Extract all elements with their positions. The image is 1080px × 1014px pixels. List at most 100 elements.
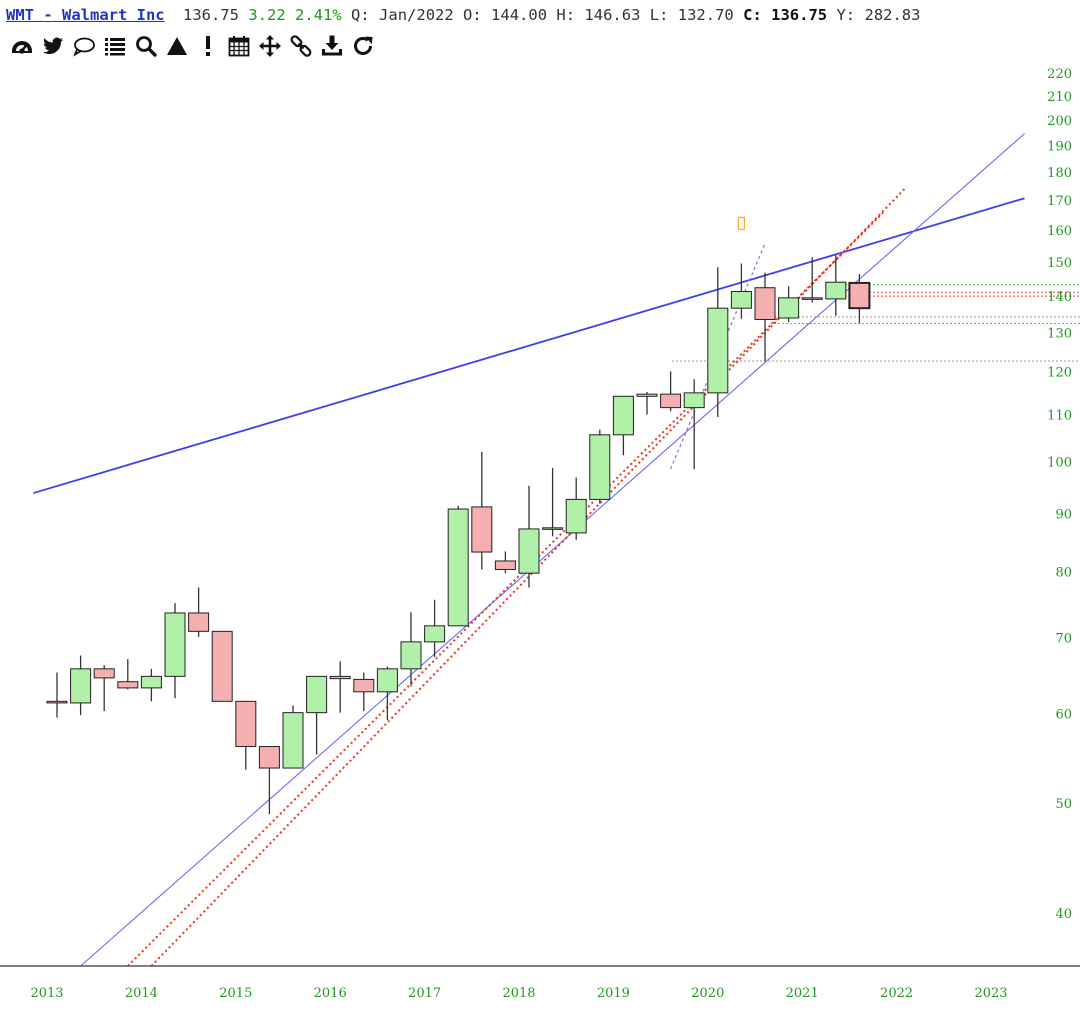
candle-body [93,668,115,679]
triangle-icon[interactable] [161,33,192,59]
candles [46,255,871,815]
link-icon[interactable] [285,33,316,59]
open-value: 144.00 [491,6,548,24]
candle-body [258,746,280,769]
x-tick-label: 2017 [408,986,441,1001]
y-value: 282.83 [864,6,921,24]
move-icon[interactable] [254,33,285,59]
close-label: C: [743,6,762,24]
symbol-link[interactable]: WMT - Walmart Inc [6,6,165,24]
comment-icon[interactable] [68,33,99,59]
download-icon[interactable] [316,33,347,59]
candle-body [376,668,398,693]
candle-body [542,527,564,530]
candle-body [707,307,729,394]
candle-body [565,498,587,534]
candle [447,505,469,627]
candle [93,665,115,712]
exclamation-icon[interactable] [192,33,223,59]
candle-body [825,281,847,300]
x-tick-label: 2013 [30,986,63,1001]
candle-body [660,393,682,409]
y-tick-label: 110 [1047,409,1072,424]
candle [400,612,422,687]
candle [211,630,233,702]
marker-icon [737,216,746,230]
candle-body [70,668,92,704]
x-tick-label: 2021 [786,986,819,1001]
x-axis-ticks: 2013 2014 2015 2016 2017 2018 2019 2020 2021 2022… [30,986,1007,1001]
candle-body [636,393,658,397]
candle-body [46,700,68,704]
x-tick-label: 2022 [880,986,913,1001]
x-tick-label: 2016 [314,986,347,1001]
candle [730,263,752,319]
last-price: 136.75 [182,6,239,24]
candle-body [494,560,516,570]
candle-body [282,712,304,769]
candle [801,257,823,303]
low-value: 132.70 [677,6,734,24]
candle-body [683,392,705,409]
open-label: O: [463,6,482,24]
candle [825,255,847,316]
candle-body [140,675,162,689]
candle [494,551,516,574]
candle [778,286,800,323]
trendline [33,197,1025,494]
quote-header: WMT - Walmart Inc 136.75 3.22 2.41% Q: J… [6,3,920,27]
candle-body [353,678,375,693]
candle [612,395,634,456]
period-label: Q: [351,6,370,24]
search-icon[interactable] [130,33,161,59]
chart-toolbar [6,33,378,59]
candle [542,468,564,537]
candle-body [754,287,776,320]
candle-body [164,612,186,677]
y-tick-label: 40 [1055,907,1072,922]
candle [683,379,705,470]
refresh-icon[interactable] [347,33,378,59]
candle [376,666,398,721]
candle-body [211,630,233,702]
candle [754,272,776,361]
y-tick-label: 160 [1047,224,1072,239]
twitter-icon[interactable] [37,33,68,59]
candle [140,668,162,702]
y-tick-label: 180 [1047,166,1072,181]
y-tick-label: 80 [1055,566,1072,581]
list-icon[interactable] [99,33,130,59]
candle-body [518,528,540,574]
candle [848,274,871,324]
candle [518,485,540,588]
candle-body [730,291,752,309]
calendar-icon[interactable] [223,33,254,59]
dashboard-icon[interactable] [6,33,37,59]
candle [164,603,186,699]
x-tick-label: 2018 [502,986,535,1001]
y-tick-label: 190 [1047,139,1072,154]
y-tick-label: 220 [1047,67,1072,82]
candle [589,429,611,504]
low-label: L: [649,6,669,24]
candle-body [235,700,257,748]
candle-body [801,297,823,300]
x-tick-label: 2014 [125,986,158,1001]
candle-body [589,434,611,500]
y-tick-label: 100 [1047,456,1072,471]
y-tick-label: 200 [1047,114,1072,129]
candle-body [329,675,351,680]
candle [424,599,446,657]
trendline [150,186,908,967]
y-axis-ticks: 40 50 60 70 80 90 100 110 120 130 140 150 160 170 180 1… [1047,67,1072,922]
candle-body [778,297,800,319]
markers [737,216,746,230]
period-value: Jan/2022 [379,6,454,24]
x-tick-label: 2023 [974,986,1007,1001]
candle [46,672,68,718]
candle [188,587,210,637]
candle-body [306,675,328,714]
candle-body [612,395,634,436]
candle [636,392,658,415]
